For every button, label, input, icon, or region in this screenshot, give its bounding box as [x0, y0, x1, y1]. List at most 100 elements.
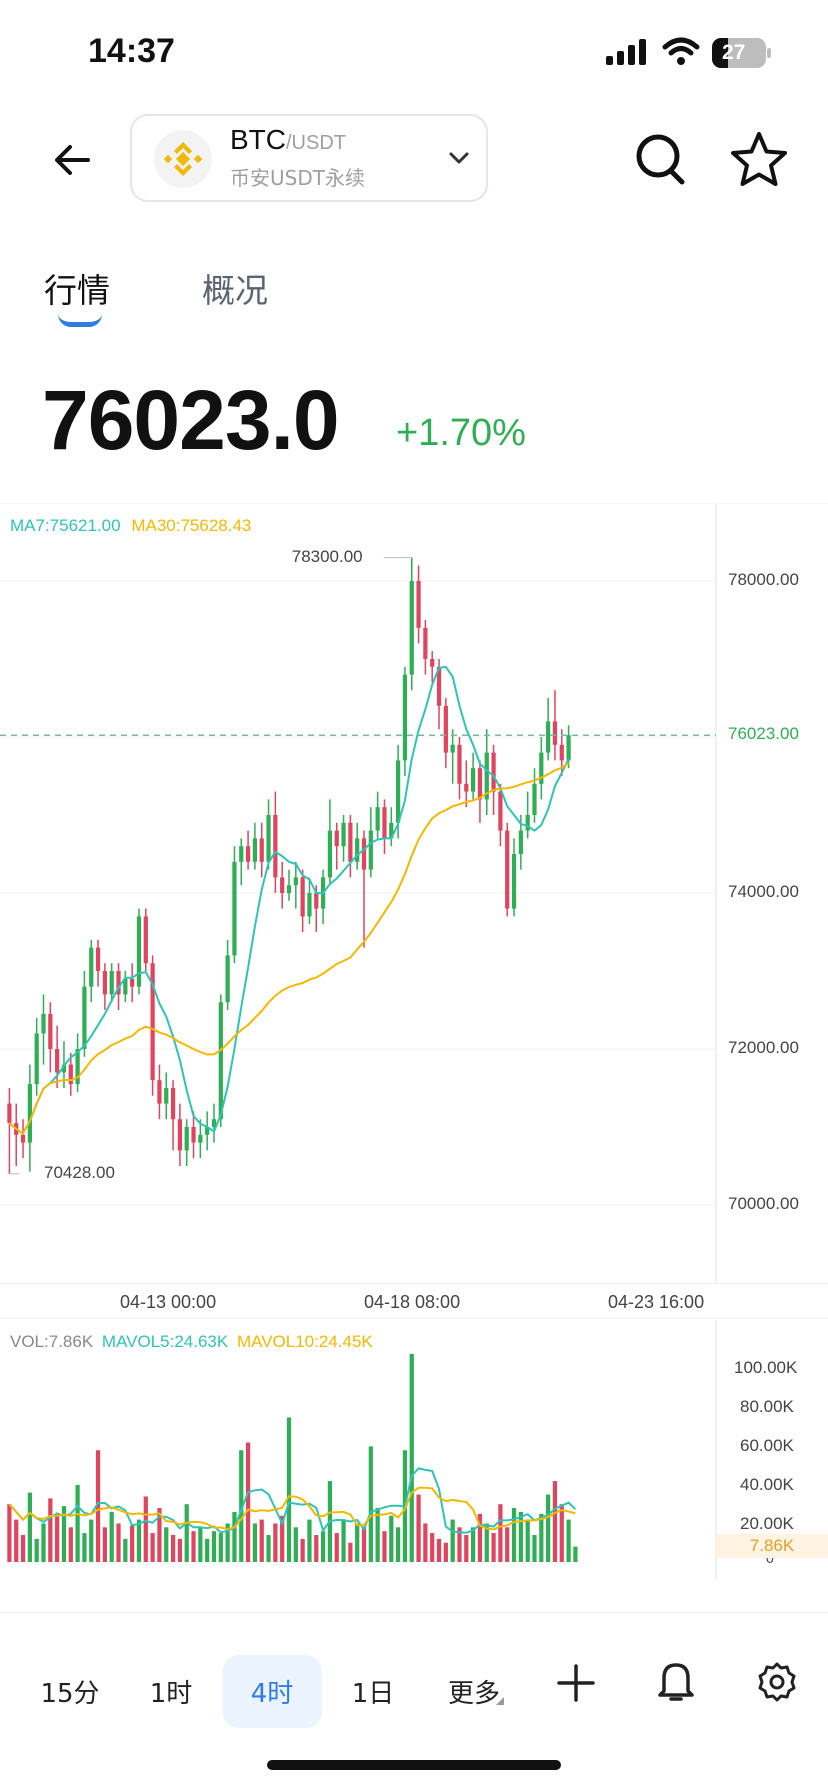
- add-indicator-icon[interactable]: [556, 1663, 596, 1707]
- candle-body: [102, 971, 107, 995]
- volume-legend: VOL:7.86K MAVOL5:24.63K MAVOL10:24.45K: [10, 1332, 373, 1352]
- volume-bar: [355, 1523, 360, 1562]
- star-icon[interactable]: [728, 130, 790, 194]
- tab-overview[interactable]: 概况: [202, 271, 268, 310]
- volume-bar: [436, 1538, 442, 1562]
- candle-body: [95, 947, 101, 971]
- volume-bar: [450, 1519, 455, 1562]
- vol-value: VOL:7.86K: [10, 1332, 94, 1351]
- volume-bar: [218, 1533, 223, 1562]
- vol-tick-0: 0: [766, 1550, 774, 1566]
- search-icon[interactable]: [634, 132, 690, 192]
- volume-bar: [471, 1527, 476, 1562]
- bell-icon[interactable]: [656, 1659, 696, 1707]
- candle-body: [177, 1119, 183, 1151]
- volume-bar: [245, 1442, 251, 1562]
- candle-body: [48, 1013, 53, 1049]
- volume-bar: [109, 1511, 114, 1562]
- volume-bar: [55, 1513, 60, 1562]
- low-label: 70428.00: [44, 1162, 115, 1182]
- ma7-line: [8, 665, 570, 1135]
- candle-body: [552, 721, 558, 745]
- tab-market[interactable]: 行情: [44, 271, 110, 310]
- volume-bar: [423, 1523, 428, 1562]
- volume-bar: [232, 1511, 237, 1562]
- candle-body: [252, 838, 258, 862]
- volume-bar: [320, 1531, 326, 1562]
- volume-bar: [61, 1506, 67, 1562]
- candle-body: [273, 815, 278, 878]
- volume-bar: [130, 1525, 135, 1562]
- ma7-value: MA7:75621.00: [10, 516, 121, 535]
- candle-body: [130, 978, 135, 987]
- candle-body: [259, 838, 264, 862]
- back-arrow-icon[interactable]: [52, 142, 92, 182]
- home-indicator: [267, 1760, 561, 1770]
- candle-body: [286, 885, 292, 893]
- candle-body: [109, 971, 114, 995]
- mavol5-line: [8, 1467, 577, 1534]
- candle-body: [402, 674, 408, 761]
- candle-body: [41, 1013, 46, 1034]
- interval-4h-button[interactable]: 4时: [222, 1655, 322, 1728]
- candle-body: [464, 783, 469, 792]
- volume-bar: [191, 1531, 196, 1562]
- candle-body: [218, 1002, 223, 1120]
- vol-current-label: 7.86K: [716, 1534, 828, 1558]
- candle-body: [300, 877, 305, 917]
- candle-body: [416, 581, 421, 628]
- pair-selector[interactable]: BTC/USDT 币安USDT永续: [130, 114, 488, 202]
- volume-bar: [123, 1538, 128, 1562]
- candle-body: [389, 822, 394, 839]
- mavol10-value: MAVOL10:24.45K: [236, 1332, 373, 1351]
- volume-bar: [552, 1481, 558, 1562]
- interval-1d-button[interactable]: 1日: [351, 1679, 395, 1709]
- candle-body: [55, 1049, 60, 1073]
- candle-body: [198, 1134, 203, 1143]
- vol-tick-60k: 60.00K: [740, 1436, 794, 1455]
- candle-body: [232, 861, 237, 956]
- volume-bar: [198, 1527, 203, 1562]
- volume-bar: [164, 1527, 169, 1562]
- more-intervals-button[interactable]: 更多: [447, 1679, 501, 1709]
- vol-tick-80k: 80.00K: [740, 1397, 794, 1416]
- battery-icon: 27: [712, 38, 771, 68]
- interval-15m-button[interactable]: 15分: [40, 1679, 100, 1709]
- volume-bar: [89, 1519, 94, 1562]
- volume-bar: [334, 1533, 339, 1562]
- candle-body: [484, 752, 489, 800]
- volume-bar: [170, 1535, 176, 1562]
- candle-body: [7, 1103, 12, 1124]
- volume-bar: [498, 1504, 503, 1562]
- candle-body: [211, 1119, 217, 1127]
- candle-body: [205, 1127, 210, 1135]
- candle-body: [225, 955, 230, 1003]
- vol-tick-20k: 20.00K: [740, 1514, 794, 1533]
- candle-body: [457, 744, 462, 784]
- volume-bar: [143, 1496, 148, 1562]
- volume-bar: [430, 1533, 435, 1562]
- candle-body: [266, 815, 271, 862]
- time-axis: 04-13 00:00 04-18 08:00 04-23 16:00: [0, 1283, 828, 1319]
- signal-icon: [604, 38, 650, 70]
- mavol10-line: [8, 1486, 576, 1531]
- candle-body: [89, 947, 94, 987]
- candle-body: [559, 744, 564, 761]
- candle-body: [375, 807, 380, 831]
- volume-bar: [239, 1450, 244, 1562]
- volume-bar: [368, 1446, 373, 1562]
- candle-body: [539, 752, 544, 784]
- candle-body: [368, 830, 373, 870]
- settings-gear-icon[interactable]: [756, 1661, 798, 1707]
- candle-body: [546, 721, 551, 753]
- mavol5-value: MAVOL5:24.63K: [101, 1332, 229, 1351]
- candle-body: [164, 1088, 169, 1104]
- candlestick-chart[interactable]: 78300.00 70428.00 76023.00 78000.00 7400…: [0, 503, 828, 1283]
- candle-body: [191, 1127, 196, 1143]
- y-tick-72000: 72000.00: [728, 1038, 799, 1057]
- volume-bar: [573, 1546, 578, 1562]
- volume-chart[interactable]: 100.00K 80.00K 60.00K 40.00K 20.00K 0 7.…: [0, 1320, 828, 1580]
- candle-body: [423, 627, 428, 659]
- volume-bar: [266, 1535, 271, 1562]
- interval-1h-button[interactable]: 1时: [149, 1679, 193, 1709]
